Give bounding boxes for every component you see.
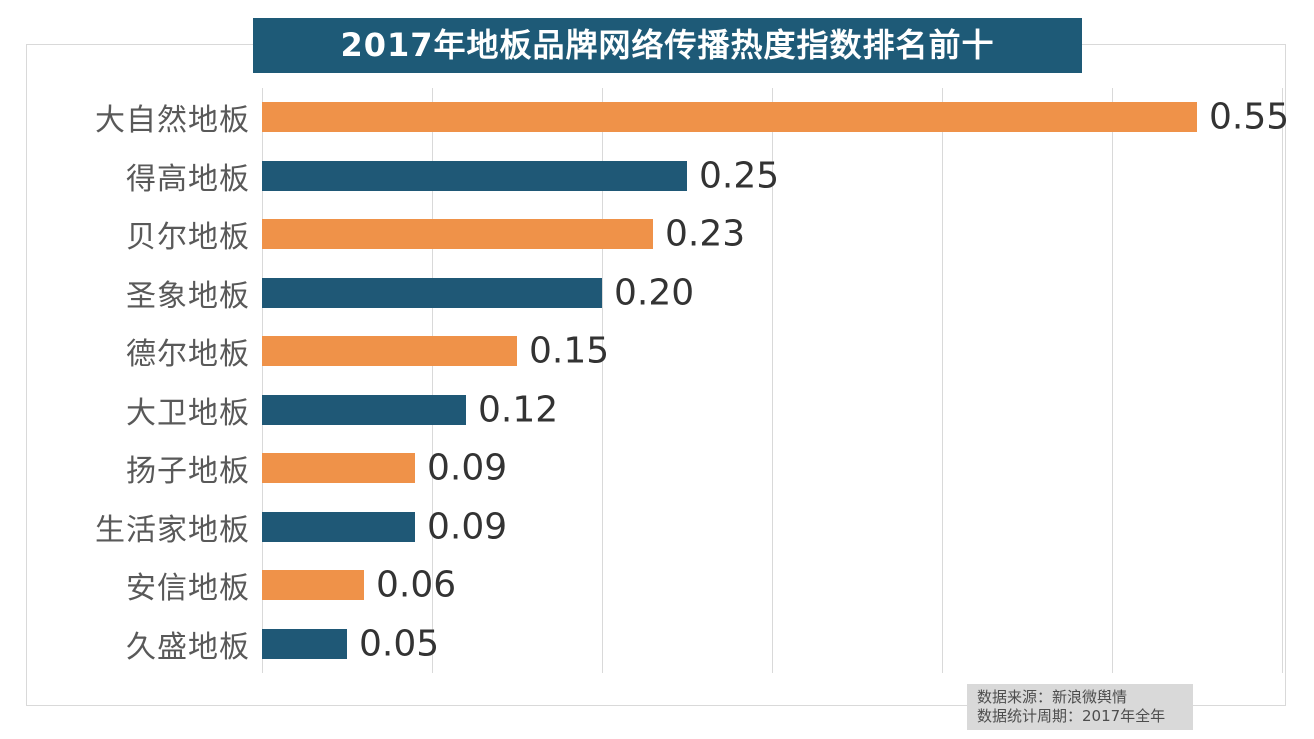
value-label: 0.23 (665, 213, 746, 255)
gridline (772, 88, 773, 673)
category-label: 大自然地板 (95, 103, 250, 139)
bar-row: 圣象地板 0.20 (0, 264, 1314, 323)
plot-border (26, 44, 1286, 706)
category-label: 大卫地板 (126, 395, 250, 431)
bar-row: 久盛地板 0.05 (0, 615, 1314, 674)
bar (262, 102, 1197, 133)
gridline (262, 88, 263, 673)
bar-row: 扬子地板 0.09 (0, 439, 1314, 498)
bar-row: 贝尔地板 0.23 (0, 205, 1314, 264)
bar (262, 219, 653, 250)
gridline (1282, 88, 1283, 673)
bar (262, 394, 466, 425)
source-line-1: 数据来源：新浪微舆情 (977, 688, 1128, 706)
bar-row: 大卫地板 0.12 (0, 381, 1314, 440)
category-label: 久盛地板 (126, 629, 250, 665)
category-label: 得高地板 (126, 161, 250, 197)
bar (262, 160, 687, 191)
gridline (942, 88, 943, 673)
bar-row: 大自然地板 0.55 (0, 88, 1314, 147)
category-label: 扬子地板 (126, 454, 250, 490)
value-label: 0.25 (699, 155, 780, 197)
category-label: 安信地板 (126, 571, 250, 607)
value-label: 0.06 (376, 564, 457, 606)
gridline (432, 88, 433, 673)
bar-row: 安信地板 0.06 (0, 556, 1314, 615)
bar (262, 511, 415, 542)
category-label: 德尔地板 (126, 337, 250, 373)
gridlines (262, 88, 1283, 673)
value-label: 0.12 (478, 389, 559, 431)
value-label: 0.09 (427, 447, 508, 489)
category-label: 贝尔地板 (126, 220, 250, 256)
bar (262, 277, 602, 308)
category-label: 生活家地板 (95, 512, 250, 548)
gridline (1112, 88, 1113, 673)
bar (262, 628, 347, 659)
category-label: 圣象地板 (126, 278, 250, 314)
source-note: 数据来源：新浪微舆情 数据统计周期：2017年全年 (967, 684, 1193, 730)
value-label: 0.09 (427, 506, 508, 548)
chart-title: 2017年地板品牌网络传播热度指数排名前十 (253, 18, 1082, 73)
bar (262, 453, 415, 484)
bar-row: 得高地板 0.25 (0, 147, 1314, 206)
bar (262, 336, 517, 367)
bar-row: 生活家地板 0.09 (0, 498, 1314, 557)
value-label: 0.20 (614, 272, 695, 314)
source-line-2: 数据统计周期：2017年全年 (977, 707, 1166, 725)
value-label: 0.55 (1209, 96, 1290, 138)
value-label: 0.05 (359, 623, 440, 665)
value-label: 0.15 (529, 330, 610, 372)
gridline (602, 88, 603, 673)
bar (262, 570, 364, 601)
bar-row: 德尔地板 0.15 (0, 322, 1314, 381)
